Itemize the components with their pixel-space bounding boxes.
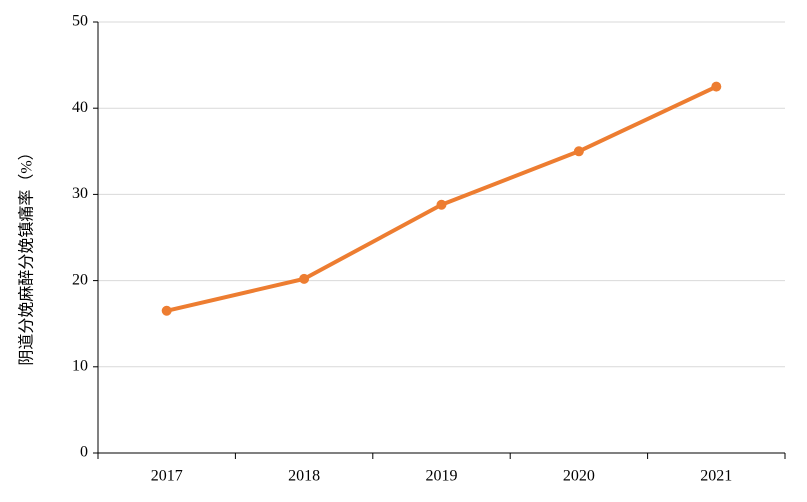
y-tick-label: 50 — [72, 13, 88, 30]
y-tick-label: 40 — [72, 99, 88, 116]
point — [299, 273, 310, 284]
y-axis-label: 阴道分娩麻醉分娩镇痛率（%） — [18, 144, 36, 365]
x-tick-label: 2018 — [288, 468, 320, 485]
y-tick-label: 0 — [80, 444, 88, 461]
x-tick-label: 2019 — [426, 468, 458, 485]
point — [573, 146, 584, 157]
point — [436, 199, 447, 210]
x-tick-label: 2021 — [700, 468, 732, 485]
y-tick-label: 30 — [72, 185, 88, 202]
x-tick-label: 2017 — [151, 468, 183, 485]
y-tick-label: 20 — [72, 271, 88, 288]
x-tick-label: 2020 — [563, 468, 595, 485]
point — [161, 305, 172, 316]
point — [711, 81, 722, 92]
line — [166, 84, 718, 313]
y-tick-label: 10 — [72, 357, 88, 374]
